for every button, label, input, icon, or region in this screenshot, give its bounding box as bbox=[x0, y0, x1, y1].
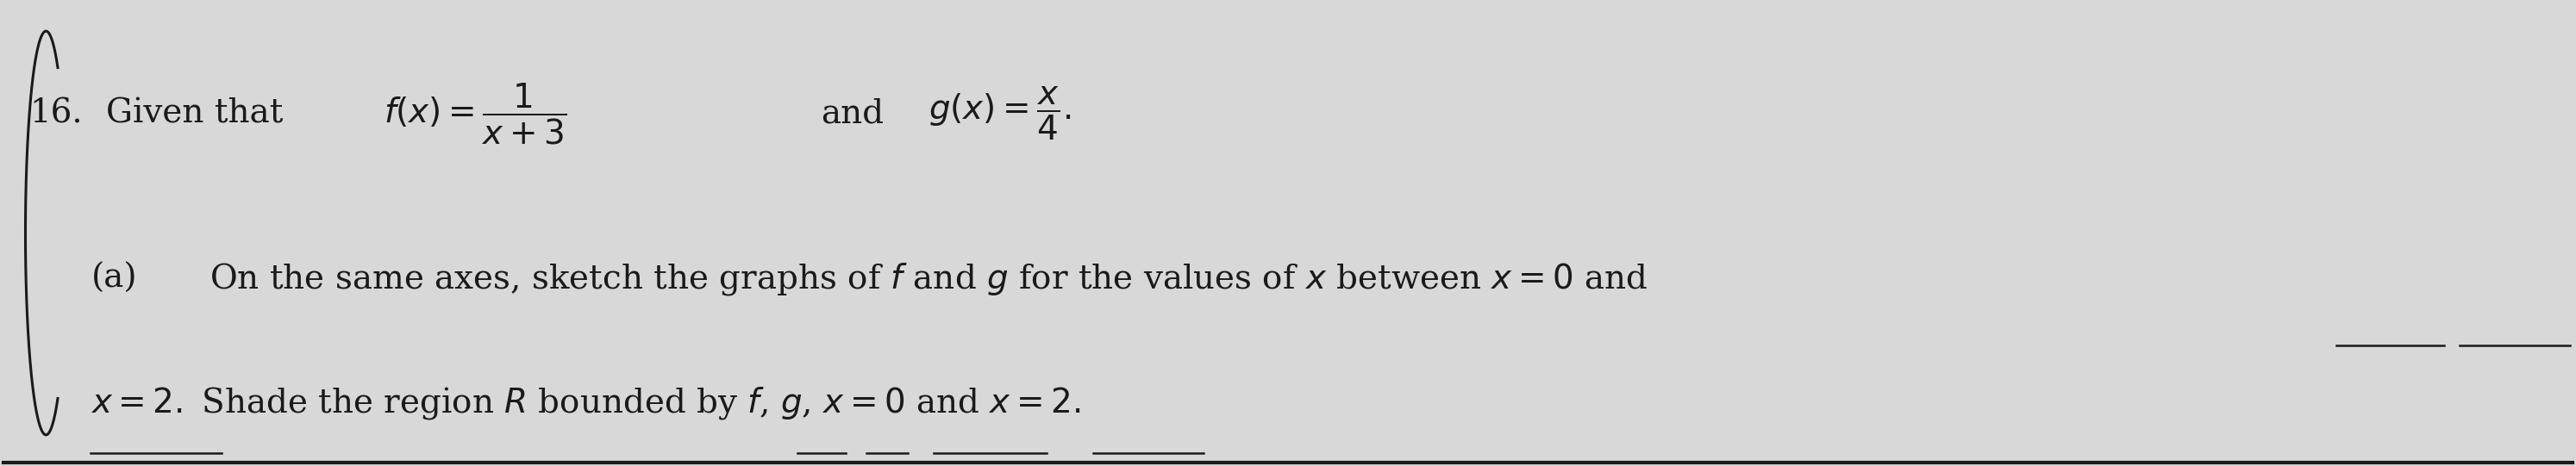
Text: (a): (a) bbox=[90, 263, 137, 295]
Text: $x=2.$ Shade the region $R$ bounded by $f$, $g$, $x=0$ and $x=2.$: $x=2.$ Shade the region $R$ bounded by $… bbox=[90, 384, 1082, 421]
Text: and: and bbox=[822, 98, 884, 130]
Text: $g(x) = \dfrac{x}{4}.$: $g(x) = \dfrac{x}{4}.$ bbox=[927, 85, 1072, 142]
Text: $f(x) = \dfrac{1}{x+3}$: $f(x) = \dfrac{1}{x+3}$ bbox=[384, 82, 567, 146]
Text: Given that: Given that bbox=[106, 98, 283, 130]
Text: 16.: 16. bbox=[28, 98, 82, 130]
Text: On the same axes, sketch the graphs of $f$ and $g$ for the values of $x$ between: On the same axes, sketch the graphs of $… bbox=[209, 261, 1649, 297]
